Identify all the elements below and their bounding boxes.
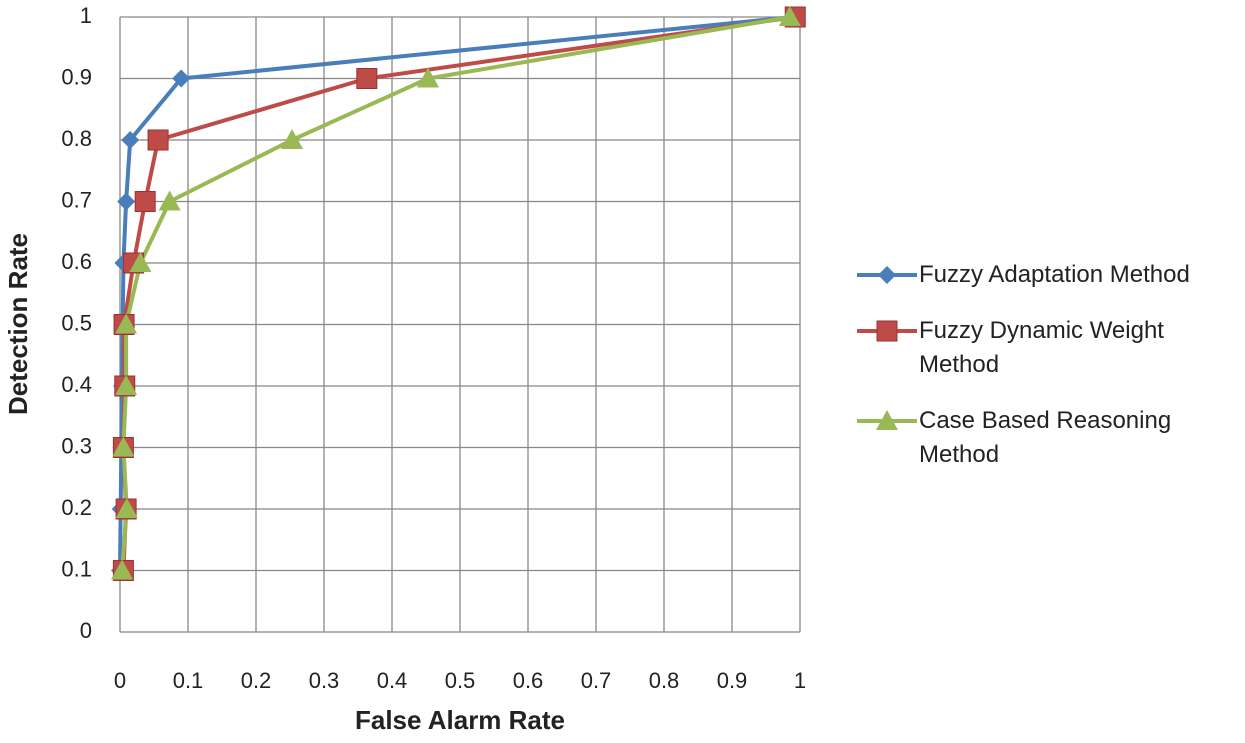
marker [172, 69, 191, 88]
legend-label: Fuzzy Dynamic Weight Method [919, 317, 1164, 378]
x-tick-label: 0 [114, 668, 126, 693]
marker [778, 6, 801, 26]
legend-entry: Fuzzy Dynamic Weight Method [855, 314, 1200, 382]
marker [115, 498, 138, 518]
marker [356, 68, 378, 89]
marker [115, 375, 138, 395]
x-tick-label: 0.9 [717, 668, 748, 693]
series-line [118, 15, 794, 571]
x-tick-label: 0.5 [445, 668, 476, 693]
legend-label: Fuzzy Adaptation Method [919, 261, 1190, 288]
marker [876, 320, 898, 342]
y-tick-label: 0.1 [61, 556, 92, 581]
marker [147, 129, 169, 151]
x-tick-label: 0.1 [173, 668, 204, 693]
y-tick-label: 1 [80, 3, 92, 28]
x-tick-label: 0.2 [241, 668, 272, 693]
y-tick-label: 0.8 [61, 126, 92, 151]
x-tick-label: 0.8 [649, 668, 680, 693]
y-tick-label: 0.5 [61, 310, 92, 335]
marker [111, 559, 134, 580]
x-tick-label: 0.4 [377, 668, 408, 693]
y-axis-title: Detection Rate [3, 233, 33, 415]
legend: Fuzzy Adaptation Method Fuzzy Dynamic Wei… [855, 258, 1200, 494]
marker [121, 131, 140, 149]
legend-icon [857, 410, 917, 430]
y-tick-label: 0 [80, 618, 92, 643]
marker [878, 266, 896, 284]
legend-icon [857, 320, 917, 342]
series-line [120, 15, 791, 571]
marker [112, 436, 135, 457]
legend-entry: Case Based Reasoning Method [855, 404, 1200, 472]
marker [134, 191, 156, 212]
y-tick-label: 0.2 [61, 495, 92, 520]
x-tick-label: 0.3 [309, 668, 340, 693]
marker [117, 192, 136, 211]
x-axis-title: False Alarm Rate [355, 705, 565, 735]
legend-entry: Fuzzy Adaptation Method [855, 258, 1200, 292]
marker [417, 67, 440, 88]
x-tick-label: 0.7 [581, 668, 612, 693]
y-tick-label: 0.9 [61, 64, 92, 89]
x-tick-label: 0.6 [513, 668, 544, 693]
x-tick-label: 1 [794, 668, 806, 693]
marker [158, 190, 181, 211]
y-tick-label: 0.3 [61, 433, 92, 458]
legend-icon [857, 266, 917, 284]
legend-label: Case Based Reasoning Method [919, 407, 1172, 468]
marker [281, 129, 304, 149]
y-tick-label: 0.7 [61, 187, 92, 212]
marker [129, 252, 152, 272]
marker [876, 410, 898, 430]
y-tick-label: 0.4 [61, 372, 92, 397]
marker [115, 313, 138, 334]
y-tick-label: 0.6 [61, 249, 92, 274]
series-line [121, 15, 796, 571]
